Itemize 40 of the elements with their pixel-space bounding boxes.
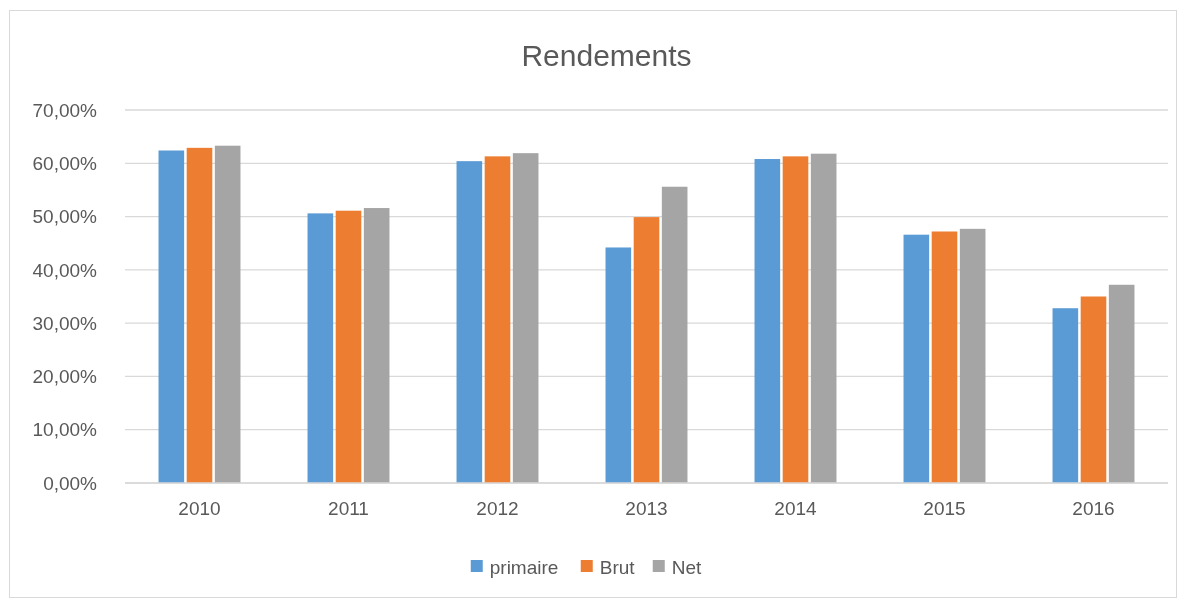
y-tick-label: 20,00% [32,366,98,388]
y-tick-label: 40,00% [32,259,98,281]
legend-label: Brut [599,556,636,578]
bar [158,150,185,483]
bar [959,228,986,483]
bar [1052,308,1079,483]
bar [335,210,362,483]
bar [605,247,632,483]
y-tick-label: 60,00% [32,152,98,174]
y-tick-label: 10,00% [32,419,98,441]
bar [484,156,511,483]
bar [307,213,334,483]
bar [903,234,930,483]
x-tick-label: 2013 [625,498,668,519]
bar [810,153,837,483]
bar [754,159,781,483]
bar [1108,284,1135,483]
bar [363,208,390,483]
y-tick-label: 0,00% [43,472,98,494]
bar [214,145,241,483]
bar [782,156,809,483]
bar [186,147,213,483]
x-tick-label: 2016 [1072,498,1115,519]
y-tick-label: 30,00% [32,312,98,334]
x-tick-label: 2011 [328,498,369,519]
bar [931,231,958,483]
bar [456,161,483,483]
bar [512,153,539,483]
x-tick-label: 2015 [923,498,966,519]
bar [633,217,660,483]
chart-title: Rendements [521,39,692,72]
legend-label: primaire [489,556,559,578]
bar [661,186,688,483]
x-tick-label: 2010 [178,498,221,519]
y-tick-label: 70,00% [32,99,98,121]
x-tick-label: 2014 [774,498,818,519]
bar [1080,296,1107,483]
legend-label: Net [671,556,703,578]
y-tick-label: 50,00% [32,206,98,228]
x-tick-label: 2012 [476,498,519,519]
